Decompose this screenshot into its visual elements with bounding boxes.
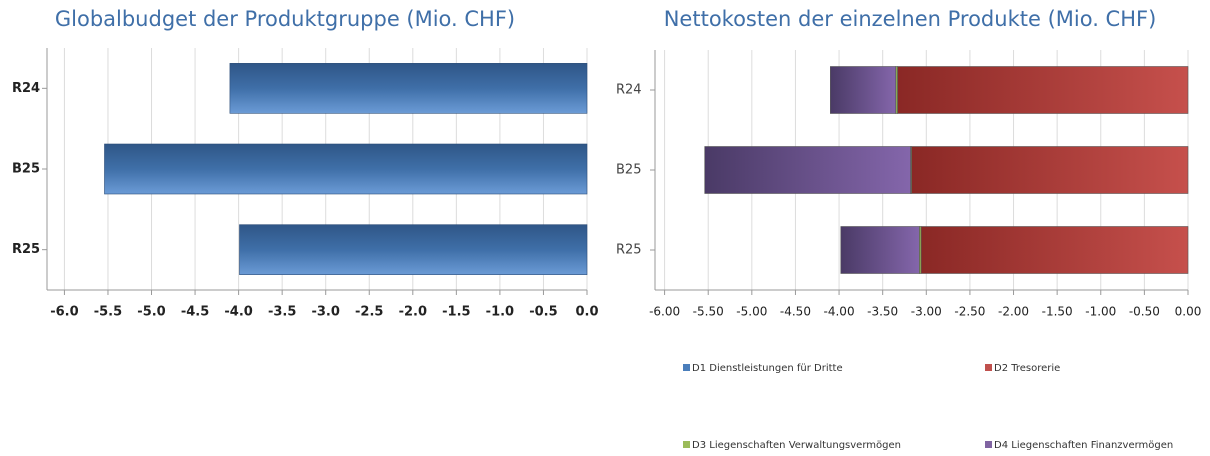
x-tick-label: -4.50 bbox=[780, 305, 811, 319]
y-tick-label: B25 bbox=[616, 163, 641, 178]
bar bbox=[897, 66, 1189, 114]
chart-title: Nettokosten der einzelnen Produkte (Mio.… bbox=[664, 7, 1157, 31]
bar bbox=[840, 226, 920, 274]
x-tick-label: -1.00 bbox=[1085, 305, 1116, 319]
x-tick-label: -2.0 bbox=[399, 305, 427, 320]
bar bbox=[704, 146, 911, 194]
bar bbox=[239, 224, 588, 275]
x-tick-label: -4.00 bbox=[824, 305, 855, 319]
legend-label: D3 Liegenschaften Verwaltungsvermögen bbox=[692, 440, 901, 451]
y-tick-label: R25 bbox=[616, 243, 642, 258]
y-tick-label: R24 bbox=[616, 83, 642, 98]
x-tick-label: -1.50 bbox=[1042, 305, 1073, 319]
x-tick-label: -5.00 bbox=[736, 305, 767, 319]
legend-label: D2 Tresorerie bbox=[994, 363, 1060, 374]
legend-label: D1 Dienstleistungen für Dritte bbox=[692, 363, 843, 374]
bar bbox=[920, 226, 1189, 274]
bar bbox=[104, 143, 588, 195]
x-tick-label: 0.00 bbox=[1175, 305, 1202, 319]
x-tick-label: -5.5 bbox=[94, 305, 122, 320]
legend-swatch bbox=[985, 441, 992, 448]
legend-swatch bbox=[985, 364, 992, 371]
x-tick-label: -2.00 bbox=[998, 305, 1029, 319]
legend-swatch bbox=[683, 441, 690, 448]
x-tick-label: -5.0 bbox=[137, 305, 165, 320]
x-tick-label: -1.0 bbox=[486, 305, 514, 320]
bar bbox=[830, 66, 897, 114]
x-tick-label: -3.00 bbox=[911, 305, 942, 319]
y-tick-label: B25 bbox=[12, 162, 40, 177]
x-tick-label: -3.50 bbox=[867, 305, 898, 319]
x-tick-label: -6.00 bbox=[649, 305, 680, 319]
y-tick-label: R25 bbox=[12, 242, 40, 257]
x-tick-label: -0.50 bbox=[1129, 305, 1160, 319]
x-tick-label: -3.0 bbox=[311, 305, 339, 320]
legend-swatch bbox=[683, 364, 690, 371]
y-tick-label: R24 bbox=[12, 81, 40, 96]
x-tick-label: -0.5 bbox=[529, 305, 557, 320]
x-tick-label: -6.0 bbox=[50, 305, 78, 320]
bar bbox=[911, 146, 1189, 194]
x-tick-label: 0.0 bbox=[575, 305, 598, 320]
legend-label: D4 Liegenschaften Finanzvermögen bbox=[994, 440, 1173, 451]
x-tick-label: -5.50 bbox=[693, 305, 724, 319]
chart-title: Globalbudget der Produktgruppe (Mio. CHF… bbox=[55, 7, 515, 31]
bar bbox=[229, 63, 588, 114]
x-tick-label: -4.0 bbox=[224, 305, 252, 320]
x-tick-label: -4.5 bbox=[181, 305, 209, 320]
x-tick-label: -1.5 bbox=[442, 305, 470, 320]
x-tick-label: -2.50 bbox=[954, 305, 985, 319]
x-tick-label: -2.5 bbox=[355, 305, 383, 320]
x-tick-label: -3.5 bbox=[268, 305, 296, 320]
